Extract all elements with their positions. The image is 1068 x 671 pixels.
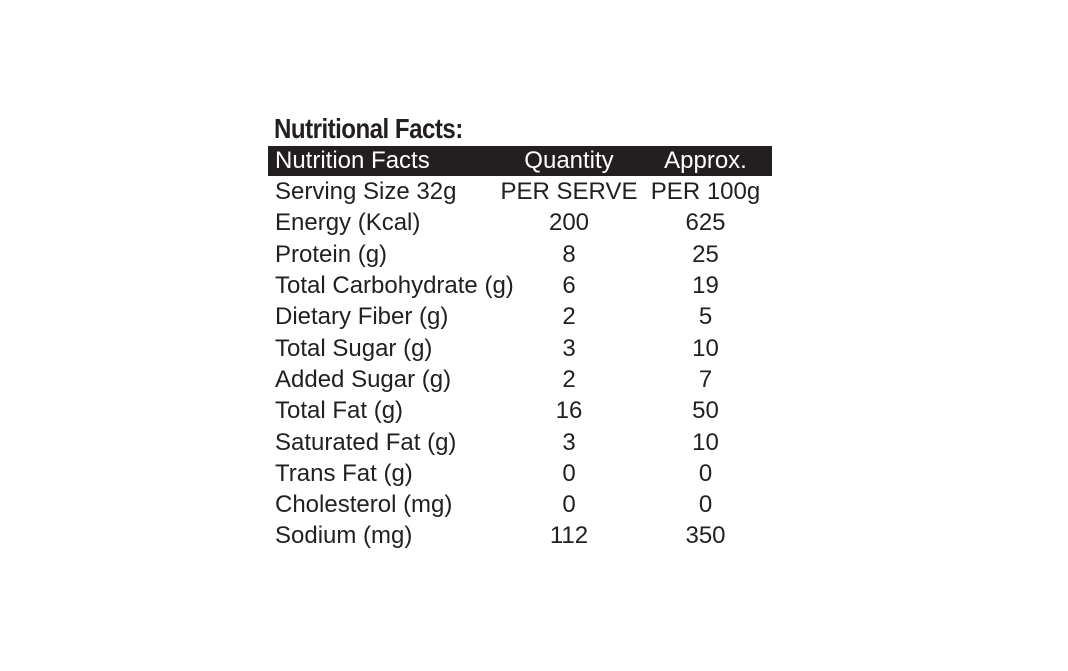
table-row: Saturated Fat (g) 3 10 <box>268 426 772 457</box>
quantity-per-serve: 0 <box>562 491 576 519</box>
table-row: Energy (Kcal) 200 625 <box>268 207 772 238</box>
table-row: Protein (g) 8 25 <box>268 239 772 270</box>
quantity-per-serve: 6 <box>562 272 576 300</box>
quantity-per-serve: 8 <box>562 240 576 268</box>
nutrient-name: Total Sugar (g) <box>275 334 433 362</box>
quantity-per-serve: 16 <box>555 397 583 425</box>
quantity-per-serve: 200 <box>548 209 590 237</box>
nutrient-name: Saturated Fat (g) <box>275 428 457 456</box>
quantity-per-100g: 7 <box>698 365 713 393</box>
nutrition-panel: Nutritional Facts: Nutrition Facts Quant… <box>268 112 772 552</box>
quantity-per-serve: 3 <box>562 428 576 456</box>
quantity-per-100g: PER 100g <box>650 178 761 206</box>
nutrient-name: Cholesterol (mg) <box>275 491 453 519</box>
quantity-per-100g: 19 <box>692 272 719 300</box>
quantity-per-100g: 0 <box>698 491 713 519</box>
quantity-per-serve: PER SERVE <box>500 178 638 206</box>
table-header-row: Nutrition Facts Quantity Approx. <box>268 146 772 176</box>
quantity-per-100g: 350 <box>685 522 726 550</box>
table-row: Total Sugar (g) 3 10 <box>268 332 772 363</box>
table-row: Added Sugar (g) 2 7 <box>268 364 772 395</box>
nutrient-name: Serving Size 32g <box>275 178 457 206</box>
table-row: Sodium (mg) 112 350 <box>268 520 772 551</box>
table-row: Trans Fat (g) 0 0 <box>268 458 772 489</box>
table-row: Cholesterol (mg) 0 0 <box>268 489 772 520</box>
nutrient-name: Total Carbohydrate (g) <box>275 272 514 300</box>
table-row: Serving Size 32g PER SERVE PER 100g <box>268 176 772 207</box>
table-row: Total Fat (g) 16 50 <box>268 395 772 426</box>
nutrient-name: Added Sugar (g) <box>275 365 452 393</box>
nutrient-name: Protein (g) <box>275 240 388 268</box>
quantity-per-100g: 25 <box>692 240 719 268</box>
table-row: Dietary Fiber (g) 2 5 <box>268 301 772 332</box>
quantity-per-serve: 112 <box>549 522 589 550</box>
nutrient-name: Total Fat (g) <box>275 397 404 425</box>
table-row: Total Carbohydrate (g) 6 19 <box>268 270 772 301</box>
nutrient-name: Sodium (mg) <box>275 522 413 550</box>
quantity-per-100g: 10 <box>692 428 719 456</box>
column-header-quantity: Quantity <box>524 147 614 174</box>
quantity-per-100g: 625 <box>685 209 726 237</box>
nutrient-name: Energy (Kcal) <box>275 209 421 237</box>
page-title: Nutritional Facts: <box>274 113 463 144</box>
nutrition-table: Nutrition Facts Quantity Approx. Serving… <box>268 146 772 552</box>
quantity-per-serve: 2 <box>562 303 576 331</box>
quantity-per-serve: 0 <box>562 459 576 487</box>
column-header-approx: Approx. <box>664 147 747 174</box>
quantity-per-100g: 50 <box>692 397 719 425</box>
nutrient-name: Dietary Fiber (g) <box>275 303 449 331</box>
quantity-per-100g: 0 <box>698 459 713 487</box>
nutrient-name: Trans Fat (g) <box>275 459 413 487</box>
quantity-per-100g: 10 <box>692 334 719 362</box>
quantity-per-serve: 3 <box>562 334 576 362</box>
column-header-nutrient: Nutrition Facts <box>275 147 430 174</box>
quantity-per-100g: 5 <box>698 303 713 331</box>
quantity-per-serve: 2 <box>562 365 576 393</box>
